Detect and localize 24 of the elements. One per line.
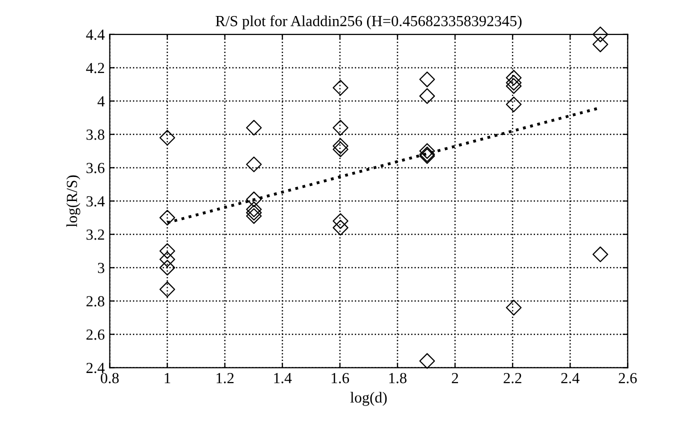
x-tick-label: 2.4 — [561, 372, 580, 384]
y-tick-label: 3 — [98, 262, 104, 274]
y-tick-label: 4 — [98, 96, 105, 106]
x-tick-label: 2.2 — [504, 372, 522, 384]
x-tick-label: 2 — [452, 372, 458, 384]
y-tick-label: 2.4 — [86, 362, 105, 374]
x-tick-label: 0.8 — [100, 372, 119, 384]
y-tick-label: 2.6 — [86, 330, 104, 340]
y-tick-label: 2.8 — [86, 296, 104, 307]
x-tick-label: 1.8 — [389, 372, 406, 384]
chart-title: R/S plot for Aladdin256 (H=0.456823358392345) — [216, 15, 522, 30]
y-tick-label: 3.2 — [86, 230, 104, 240]
y-tick-label: 3.4 — [86, 196, 105, 207]
x-tick-label: 1.4 — [274, 373, 292, 384]
x-tick-label: 2.6 — [618, 372, 637, 384]
y-tick-label: 4.2 — [86, 62, 104, 74]
x-tick-label: 1 — [164, 373, 170, 384]
x-axis-title: log(d) — [350, 392, 387, 406]
y-tick-label: 3.6 — [86, 162, 104, 174]
y-tick-label: 4.4 — [86, 30, 105, 40]
x-tick-label: 1.2 — [216, 372, 234, 384]
y-axis-title: log(R/S) — [66, 175, 80, 228]
y-tick-label: 3.8 — [86, 130, 104, 140]
x-tick-label: 1.6 — [332, 372, 350, 384]
